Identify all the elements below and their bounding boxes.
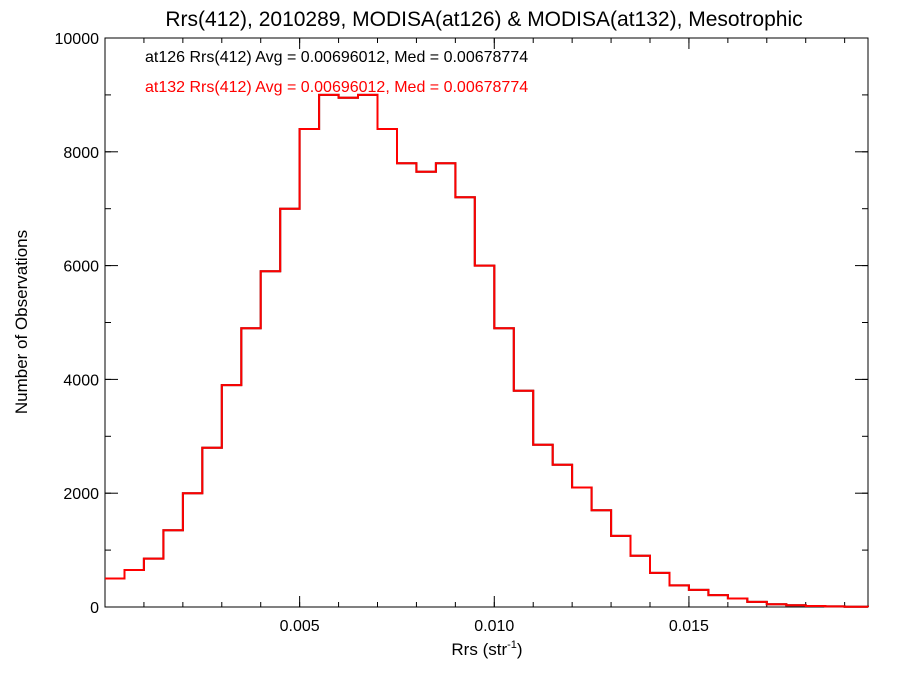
series-line-0 (105, 93, 869, 608)
minor-ticks (105, 38, 868, 607)
y-tick-label: 2000 (63, 486, 99, 503)
plot-frame (104, 37, 869, 608)
x-axis-label-main: Rrs (str (451, 640, 507, 659)
y-tick-label: 4000 (63, 372, 99, 389)
y-axis-label: Number of Observations (12, 230, 31, 414)
y-tick-label: 10000 (55, 31, 100, 48)
series-line-1 (105, 93, 869, 608)
x-axis-label-end: ) (517, 640, 523, 659)
x-tick-label: 0.010 (474, 618, 514, 635)
series-layer (105, 93, 869, 608)
major-ticks (105, 37, 868, 608)
plot-area (104, 37, 869, 608)
tick-labels: 0.005 0.010 0.015 0 2000 4000 6000 8000 10000 (55, 31, 710, 635)
annotation-at132: at132 Rrs(412) Avg = 0.00696012, Med = 0… (145, 79, 528, 96)
y-tick-label: 6000 (63, 259, 99, 276)
x-tick-label: 0.005 (280, 618, 320, 635)
y-tick-label: 0 (90, 600, 99, 617)
chart-title: Rrs(412), 2010289, MODISA(at126) & MODIS… (165, 8, 802, 31)
x-axis-label: Rrs (str-1) (451, 639, 522, 659)
x-axis-label-exponent: -1 (507, 639, 517, 651)
y-tick-label: 8000 (63, 145, 99, 162)
x-tick-label: 0.015 (669, 618, 709, 635)
annotation-at126: at126 Rrs(412) Avg = 0.00696012, Med = 0… (145, 49, 528, 66)
